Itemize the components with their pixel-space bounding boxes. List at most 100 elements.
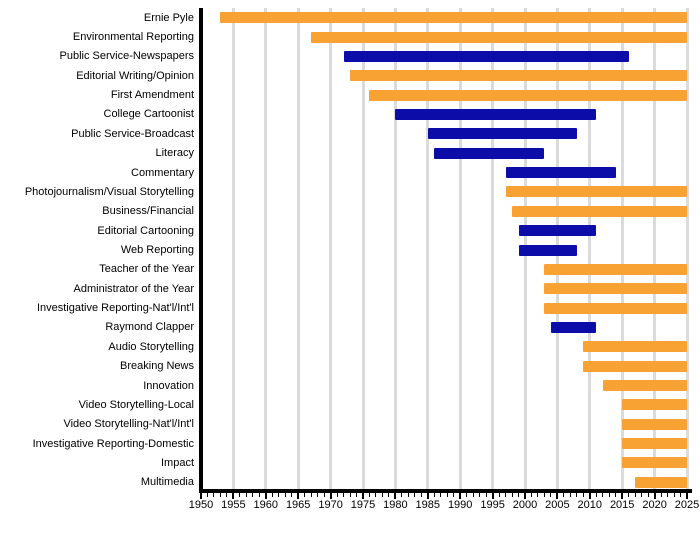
major-tick (362, 493, 364, 499)
plot-area (201, 8, 689, 492)
timeline-bar (518, 244, 577, 256)
timeline-bar (544, 283, 687, 295)
axis-tick-label: 2015 (609, 499, 635, 511)
minor-tick (317, 493, 319, 497)
category-label: Literacy (155, 147, 194, 160)
minor-tick (602, 493, 604, 497)
minor-tick (375, 493, 377, 497)
minor-tick (226, 493, 228, 497)
minor-tick (414, 493, 416, 497)
minor-tick (206, 493, 208, 497)
major-tick (329, 493, 332, 499)
minor-tick (453, 493, 455, 497)
gridline-1985 (426, 8, 430, 492)
major-tick (297, 493, 300, 499)
minor-tick (446, 493, 448, 497)
minor-tick (660, 493, 662, 497)
timeline-bar (350, 70, 687, 82)
axis-tick-label: 1955 (221, 499, 246, 511)
major-tick (621, 493, 624, 499)
minor-tick (343, 493, 345, 497)
timeline-bar (550, 321, 597, 333)
timeline-bar (622, 438, 687, 450)
category-label: Innovation (143, 379, 194, 392)
gridline-2015 (620, 8, 624, 492)
minor-tick (505, 493, 507, 497)
minor-tick (667, 493, 669, 497)
timeline-bar (512, 205, 687, 217)
minor-tick (472, 493, 474, 497)
axis-tick-label: 1960 (253, 499, 279, 511)
timeline-bar (427, 128, 577, 140)
major-tick (264, 493, 267, 499)
x-axis-line (199, 489, 692, 493)
gridline-1965 (296, 8, 300, 492)
minor-tick (336, 493, 338, 497)
minor-tick (219, 493, 221, 497)
minor-tick (530, 493, 532, 497)
minor-tick (388, 493, 390, 497)
gridline-1955 (231, 8, 235, 492)
minor-tick (550, 493, 552, 497)
axis-tick-label: 1995 (480, 499, 505, 511)
major-tick (394, 493, 397, 499)
category-label: First Amendment (110, 89, 194, 102)
minor-tick (680, 493, 682, 497)
minor-tick (647, 493, 649, 497)
minor-tick (291, 493, 293, 497)
gridline-1990 (458, 8, 462, 492)
axis-tick-label: 2025 (674, 499, 700, 511)
timeline-bar (518, 225, 597, 237)
minor-tick (634, 493, 636, 497)
minor-tick (485, 493, 487, 497)
category-label: Environmental Reporting (72, 31, 194, 44)
category-label: Public Service-Broadcast (71, 127, 194, 140)
minor-tick (304, 493, 306, 497)
minor-tick (595, 493, 597, 497)
major-tick (524, 493, 526, 499)
axis-tick-label: 1990 (447, 499, 473, 511)
timeline-bar (583, 360, 687, 372)
timeline-bar (622, 399, 687, 411)
minor-tick (608, 493, 610, 497)
minor-tick (563, 493, 565, 497)
timeline-bar (343, 50, 629, 62)
category-label: Editorial Writing/Opinion (76, 69, 194, 82)
major-tick (686, 493, 688, 499)
timeline-bar (220, 12, 687, 24)
axis-tick-label: 2005 (545, 499, 570, 511)
gridline-1995 (491, 8, 495, 492)
minor-tick (641, 493, 643, 497)
timeline-bar (544, 302, 687, 314)
minor-tick (466, 493, 468, 497)
axis-tick-label: 1975 (350, 499, 376, 511)
category-label: Investigative Reporting-Domestic (32, 437, 194, 450)
timeline-bar (505, 186, 687, 198)
axis-tick-label: 1985 (415, 499, 441, 511)
category-label: Video Storytelling-Local (78, 398, 194, 411)
minor-tick (356, 493, 358, 497)
gridline-1970 (329, 8, 333, 492)
minor-tick (323, 493, 325, 497)
timeline-bar (602, 380, 687, 392)
major-tick (232, 493, 235, 499)
major-tick (491, 493, 494, 499)
major-tick (459, 493, 462, 499)
axis-tick-label: 2000 (512, 499, 538, 511)
major-tick (556, 493, 559, 499)
minor-tick (673, 493, 675, 497)
category-label: Commentary (131, 166, 194, 179)
category-label: Public Service-Newspapers (59, 50, 195, 63)
minor-tick (239, 493, 241, 497)
timeline-bar (369, 89, 687, 101)
axis-tick-label: 1950 (188, 499, 214, 511)
timeline-bar (434, 147, 545, 159)
category-label: Web Reporting (120, 244, 194, 256)
category-label: Audio Storytelling (108, 340, 194, 353)
minor-tick (576, 493, 578, 497)
gridline-1960 (264, 8, 268, 492)
category-label: Business/Financial (102, 205, 194, 218)
minor-tick (284, 493, 286, 497)
category-label: Multimedia (140, 476, 194, 489)
